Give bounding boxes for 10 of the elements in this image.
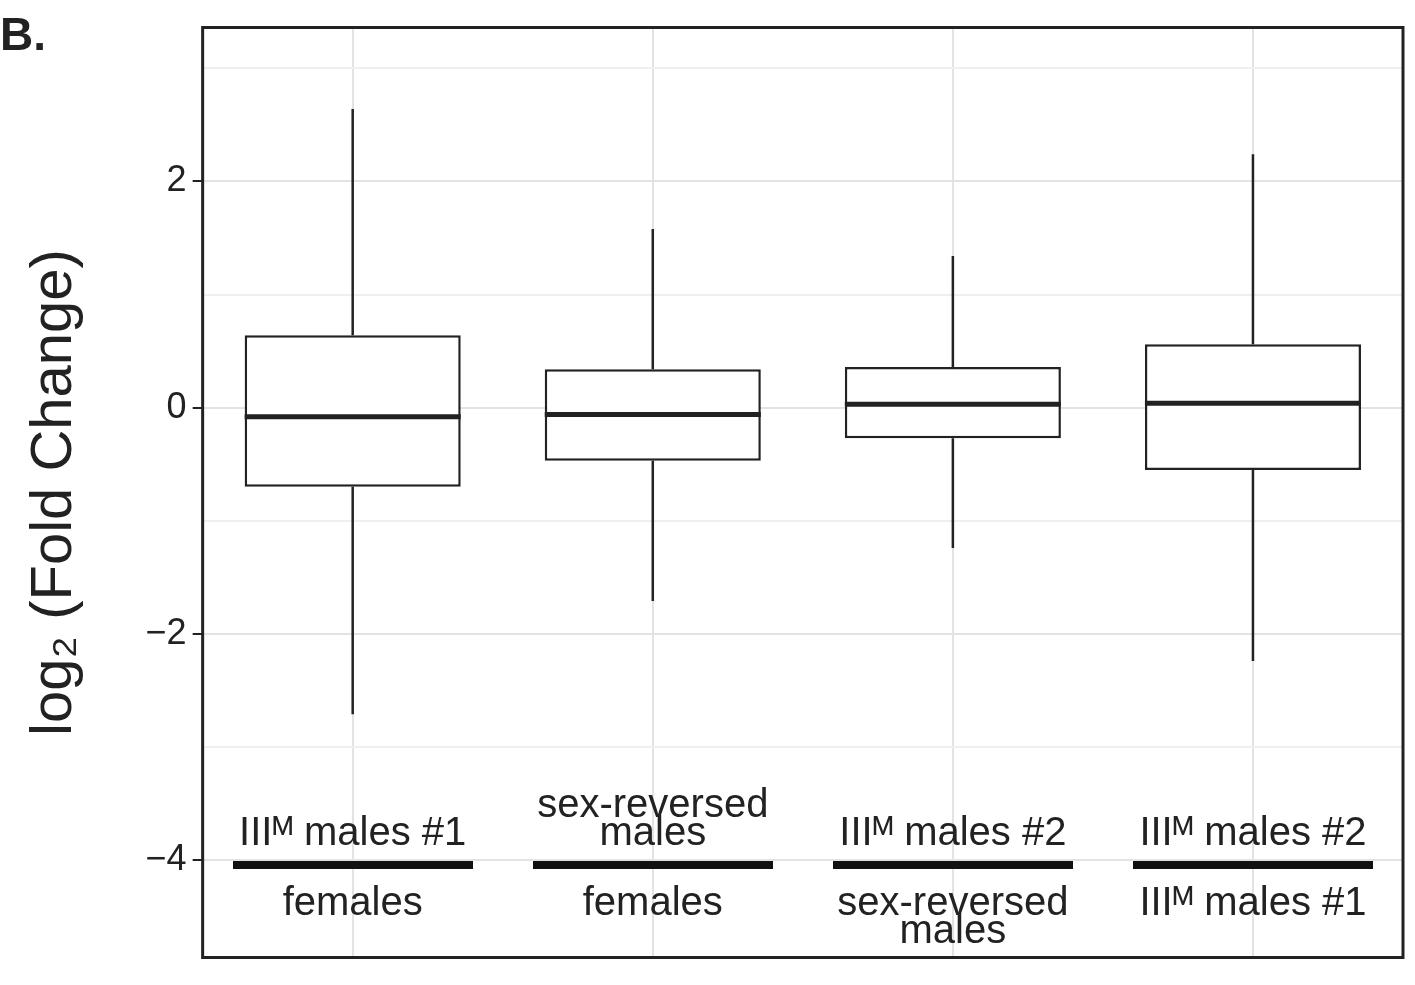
y-tick-label: −4 [145, 837, 187, 879]
text: B. [0, 7, 46, 60]
x-tick-label: IIIᴹ males #2 IIIᴹ males #1 [1139, 809, 1367, 924]
y-tick-label: 0 [166, 384, 187, 426]
y-tick-label: 2 [166, 158, 187, 200]
x-tick-label: sex-reversed males females [537, 781, 769, 924]
x-tick-label: IIIᴹ males #1 females [239, 809, 467, 924]
x-tick-label: IIIᴹ males #2 sex-reversed males [837, 809, 1069, 952]
y-tick-label: −2 [145, 610, 187, 652]
y-axis-title: log₂ (Fold Change) [17, 249, 83, 736]
